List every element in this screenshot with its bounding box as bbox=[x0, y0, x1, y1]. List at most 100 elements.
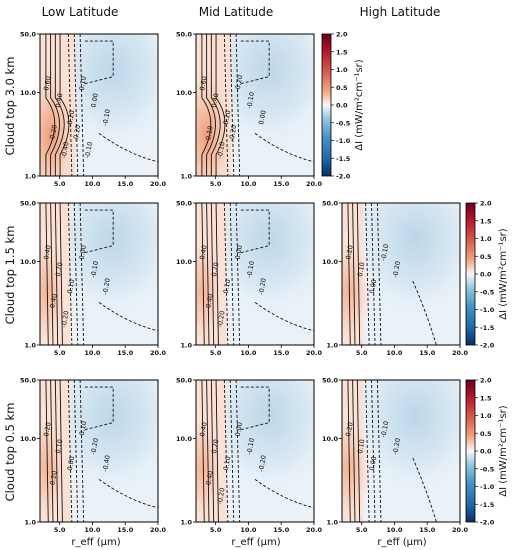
contour-label: -0.20 bbox=[257, 277, 268, 295]
contour-label: -0.20 bbox=[391, 437, 402, 455]
contour-label: -0.20 bbox=[89, 437, 100, 455]
y-tick-label: 50.0 bbox=[176, 31, 193, 39]
x-tick-label: 15.0 bbox=[273, 180, 290, 188]
contour-label: 0.20 bbox=[344, 422, 354, 438]
contour-label: -0.10 bbox=[379, 420, 390, 438]
panel-7: 0.400.200.100.00-0.10-0.20-0.40-0.201.01… bbox=[176, 377, 323, 535]
contour-negative bbox=[376, 379, 382, 523]
contour-positive bbox=[215, 34, 226, 176]
y-tick-label: 50.0 bbox=[20, 31, 37, 39]
colorbar-tick-label: -1.5 bbox=[480, 501, 495, 509]
panel-frame bbox=[39, 379, 159, 523]
contour-positive bbox=[54, 34, 65, 176]
y-tick-label: 1.0 bbox=[180, 173, 192, 181]
contour-negative bbox=[73, 379, 79, 523]
colorbar-tick-label: -0.5 bbox=[480, 465, 495, 473]
colorbar-label: ΔI (mW/m²cm⁻¹sr) bbox=[498, 405, 509, 496]
colorbar-tick-label: -1.5 bbox=[336, 155, 351, 163]
colorbar-0: 2.0 1.5 1.0 0.5 0.0 -0.5 -1.0 -1.5 -2.0 ΔI (mW/m²… bbox=[321, 31, 365, 181]
colorbar-tick-label: -2.0 bbox=[480, 342, 495, 350]
panel-5: 0.200.100.00 -0.10-0.20 1.0 10.0 50.0 5.0 10.0… bbox=[322, 200, 469, 358]
contour-positive bbox=[210, 34, 221, 176]
panel-frame bbox=[195, 379, 315, 523]
contour-positive bbox=[206, 379, 210, 523]
colorbar-tick-label: -1.0 bbox=[336, 137, 351, 145]
positive-region bbox=[342, 380, 396, 522]
contour-label: 0.20 bbox=[210, 439, 220, 455]
x-tick-label: 10.0 bbox=[84, 526, 101, 534]
colorbar-tick-label: 0.0 bbox=[480, 448, 492, 456]
colorbar-tick-label: 0.0 bbox=[336, 102, 348, 110]
x-tick-label: 5.0 bbox=[356, 526, 368, 534]
contour-label: -0.20 bbox=[228, 124, 239, 142]
contour-positive bbox=[50, 202, 54, 346]
contour-label: -0.20 bbox=[48, 470, 59, 488]
x-tick-label: 10.0 bbox=[84, 180, 101, 188]
contour-label: 0.20 bbox=[210, 262, 220, 278]
contour-label: 0.00 bbox=[234, 245, 244, 261]
contour-lines bbox=[45, 379, 159, 523]
colorbar-tick-label: 0.5 bbox=[480, 430, 492, 438]
contour-label: 0.40 bbox=[210, 93, 220, 109]
colorbar-1: 2.0 1.5 1.0 0.5 0.0 -0.5 -1.0 -1.5 -2.0 ΔI (mW/m²… bbox=[465, 200, 509, 350]
contour-positive bbox=[45, 202, 49, 346]
contour-label: 0.40 bbox=[198, 422, 208, 438]
contour-negative-box bbox=[84, 209, 114, 254]
contour-label: -0.10 bbox=[77, 420, 88, 438]
colorbar-tick-label: 1.0 bbox=[480, 235, 492, 243]
x-tick-label: 20.0 bbox=[452, 349, 469, 357]
colorbar-tick-label: 2.0 bbox=[480, 200, 492, 208]
contour-positive bbox=[50, 34, 60, 176]
contour-label: -0.10 bbox=[83, 141, 94, 159]
contour-negative bbox=[79, 202, 85, 346]
row-title-3km: Cloud top 3.0 km bbox=[3, 57, 17, 156]
contour-negative bbox=[223, 379, 229, 523]
panel-1: 0.600.400.20-0.20-0.100.000.10-0.10-0.20… bbox=[176, 31, 323, 189]
contour-positive bbox=[215, 202, 219, 346]
contour-label: -0.10 bbox=[379, 243, 390, 261]
contour-label: -0.20 bbox=[391, 260, 402, 278]
panel-frame bbox=[341, 202, 461, 346]
panel-6: 0.200.100.00-0.10-0.20-0.40-0.201.010.05… bbox=[20, 377, 167, 535]
contour-negative-box bbox=[84, 40, 114, 85]
contour-lines bbox=[347, 202, 437, 346]
panel-4: 0.400.200.100.00-0.10-0.20-0.40-0.201.01… bbox=[176, 200, 323, 358]
contour-label: 0.60 bbox=[42, 76, 52, 92]
colorbar-tick-label: 1.5 bbox=[336, 48, 348, 56]
contour-positive bbox=[210, 379, 215, 523]
positive-region bbox=[196, 380, 250, 522]
contour-negative-lower bbox=[412, 280, 437, 346]
y-tick-label: 50.0 bbox=[176, 200, 193, 208]
x-tick-label: 15.0 bbox=[273, 526, 290, 534]
contour-label: 0.20 bbox=[344, 245, 354, 261]
panel-frame bbox=[341, 379, 461, 523]
contour-negative-box bbox=[240, 386, 270, 431]
y-tick-label: 50.0 bbox=[176, 377, 193, 385]
x-tick-label: 10.0 bbox=[240, 526, 257, 534]
contour-negative bbox=[365, 202, 370, 346]
x-tick-label: 20.0 bbox=[150, 180, 167, 188]
panel-frame bbox=[195, 202, 315, 346]
contour-positive bbox=[54, 202, 59, 346]
colorbar-tick-label: -0.5 bbox=[480, 288, 495, 296]
colorbar-tick-label: 1.0 bbox=[480, 412, 492, 420]
contour-label: 0.00 bbox=[89, 93, 99, 109]
y-tick-label: 1.0 bbox=[180, 342, 192, 350]
contour-label: -0.20 bbox=[60, 310, 71, 328]
contour-negative bbox=[223, 33, 229, 177]
contour-positive bbox=[59, 379, 63, 523]
contour-negative bbox=[229, 379, 235, 523]
x-tick-label: 20.0 bbox=[306, 526, 323, 534]
positive-region bbox=[196, 34, 250, 176]
contour-positive bbox=[347, 202, 351, 346]
y-tick-label: 50.0 bbox=[20, 377, 37, 385]
contour-label: -0.40 bbox=[48, 293, 59, 311]
contour-label: -0.20 bbox=[72, 124, 83, 142]
panel-frame bbox=[39, 202, 159, 346]
x-axis-label-mid: r_eff (μm) bbox=[231, 537, 280, 548]
contour-label: 0.20 bbox=[222, 110, 232, 126]
contour-label: -0.40 bbox=[204, 293, 215, 311]
col-title-high: High Latitude bbox=[360, 5, 441, 19]
contour-negative bbox=[67, 379, 73, 523]
y-tick-label: 50.0 bbox=[322, 377, 339, 385]
